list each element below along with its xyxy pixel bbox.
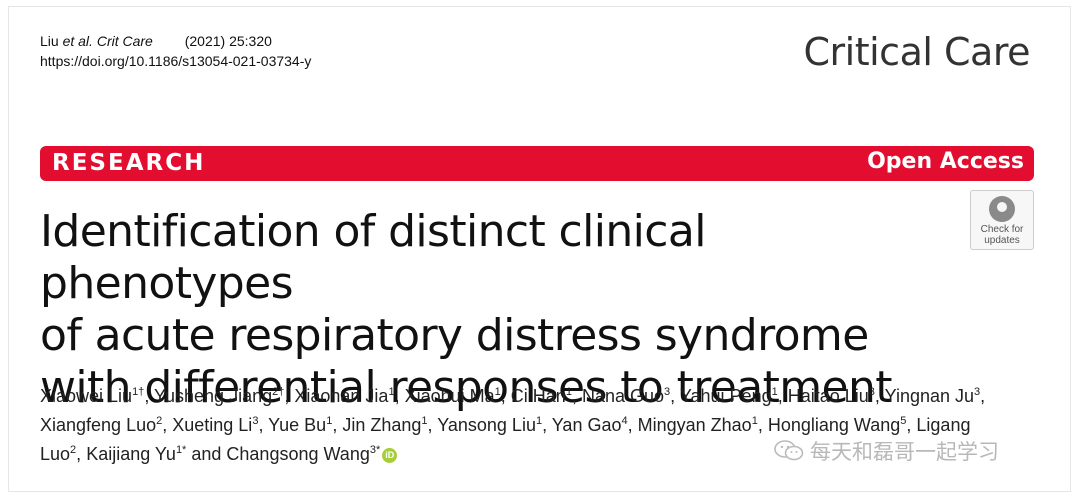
article-title: Identification of distinct clinical phen… xyxy=(40,206,960,414)
update-icon xyxy=(989,196,1015,222)
author-name[interactable]: Yingnan Ju3 xyxy=(884,386,981,406)
author-affiliation: 1 xyxy=(421,415,428,427)
author-name[interactable]: Mingyan Zhao1 xyxy=(637,415,758,435)
article-type-banner: RESEARCH Open Access xyxy=(40,146,1034,181)
author-name[interactable]: Yusheng Jiang2† xyxy=(154,386,285,406)
update-badge-line2: updates xyxy=(984,235,1020,246)
author-name[interactable]: Hongliang Wang5 xyxy=(767,415,907,435)
author-affiliation: 1 xyxy=(388,386,395,398)
author-name[interactable]: Ligang Luo2 xyxy=(40,415,971,464)
author-name[interactable]: Yahui Peng1 xyxy=(679,386,778,406)
author-affiliation: 2 xyxy=(156,415,163,427)
title-line: Identification of distinct clinical phen… xyxy=(40,206,706,309)
citation-block: Liu et al. Crit Care (2021) 25:320 https… xyxy=(40,31,311,71)
author-name[interactable]: Xiaohui Ma1 xyxy=(404,386,501,406)
author-affiliation: 2† xyxy=(272,386,285,398)
open-access-label: Open Access xyxy=(867,149,1024,174)
author-affiliation: 3 xyxy=(868,386,875,398)
author-affiliation: 1* xyxy=(175,444,187,456)
author-affiliation: 1 xyxy=(771,386,778,398)
author-affiliation: 1 xyxy=(751,415,758,427)
author-name[interactable]: Xueting Li3 xyxy=(172,415,259,435)
author-affiliation: 3* xyxy=(369,444,381,456)
author-name[interactable]: Ci Han1 xyxy=(510,386,572,406)
author-affiliation: 1 xyxy=(326,415,333,427)
author-affiliation: 1† xyxy=(132,386,145,398)
author-name[interactable]: Yue Bu1 xyxy=(268,415,333,435)
author-affiliation: 3 xyxy=(664,386,671,398)
watermark-text: 每天和磊哥一起学习 xyxy=(810,440,999,464)
orcid-icon[interactable]: iD xyxy=(382,448,398,463)
author-conjunction: and xyxy=(191,444,227,464)
citation-line: Liu et al. Crit Care (2021) 25:320 xyxy=(40,31,311,51)
author-name[interactable]: Xiaonan Jia1 xyxy=(294,386,395,406)
check-for-updates-button[interactable]: Check for updates xyxy=(970,190,1034,250)
author-name[interactable]: Yan Gao4 xyxy=(551,415,628,435)
update-badge-line1: Check for xyxy=(980,224,1024,235)
wechat-icon xyxy=(774,440,804,461)
author-name[interactable]: Xiangfeng Luo2 xyxy=(40,415,163,435)
citation-etal: et al. xyxy=(62,33,93,49)
doi-link[interactable]: https://doi.org/10.1186/s13054-021-03734… xyxy=(40,53,312,69)
page-frame xyxy=(8,6,1071,492)
journal-logo: Critical Care xyxy=(803,30,1031,74)
author-name[interactable]: Haitao Liu3 xyxy=(787,386,875,406)
author-affiliation: 1 xyxy=(565,386,572,398)
author-name[interactable]: Jin Zhang1 xyxy=(342,415,428,435)
citation-journal: Crit Care xyxy=(96,33,153,49)
article-type-label: RESEARCH xyxy=(52,150,206,176)
author-name[interactable]: Kaijiang Yu1* xyxy=(86,444,187,464)
author-affiliation: 5 xyxy=(900,415,907,427)
citation-volume: (2021) 25:320 xyxy=(184,33,272,49)
author-name[interactable]: Nana Guo3 xyxy=(581,386,671,406)
title-line: with differential responses to treatment xyxy=(40,362,893,413)
author-affiliation: 3 xyxy=(252,415,259,427)
author-affiliation: 4 xyxy=(621,415,628,427)
title-line: of acute respiratory distress syndrome xyxy=(40,310,869,361)
author-affiliation: 3 xyxy=(974,386,981,398)
author-list: Xiaowei Liu1†, Yusheng Jiang2†, Xiaonan … xyxy=(40,386,986,464)
citation-author: Liu xyxy=(40,33,63,49)
author-name[interactable]: Xiaowei Liu1† xyxy=(40,386,145,406)
author-affiliation: 1 xyxy=(494,386,501,398)
wechat-watermark: 每天和磊哥一起学习 xyxy=(770,436,1003,466)
author-affiliation: 2 xyxy=(70,444,77,456)
author-name[interactable]: Changsong Wang3* xyxy=(226,444,381,464)
update-badge-text: Check for updates xyxy=(971,224,1033,246)
author-affiliation: 1 xyxy=(535,415,543,427)
author-name[interactable]: Yansong Liu1 xyxy=(437,415,543,435)
